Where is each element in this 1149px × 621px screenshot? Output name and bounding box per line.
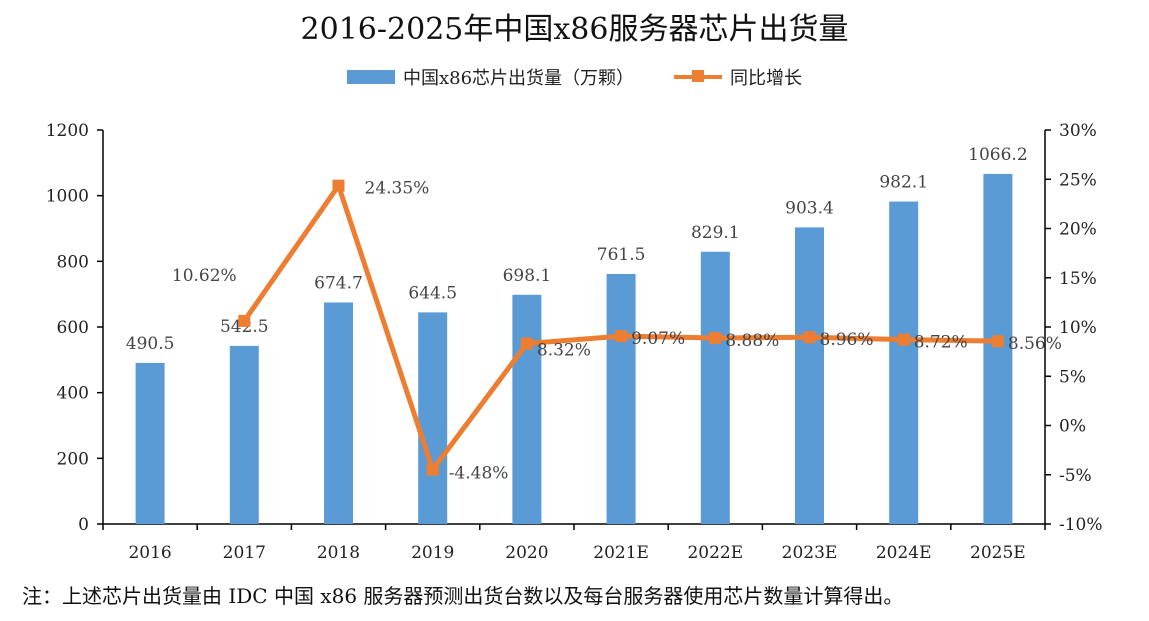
x-axis-tick-label: 2018	[317, 543, 360, 563]
left-axis-tick-label: 1000	[46, 187, 89, 207]
growth-data-label: 24.35%	[365, 179, 430, 199]
x-axis-tick-label: 2019	[411, 543, 454, 563]
growth-data-label: 8.56%	[1008, 334, 1062, 354]
x-axis-tick-label: 2021E	[593, 543, 649, 563]
x-axis-tick-label: 2025E	[970, 543, 1026, 563]
bar-data-label: 1066.2	[968, 145, 1027, 165]
bar-data-label: 761.5	[597, 245, 646, 265]
right-axis-tick-label: 30%	[1059, 121, 1097, 141]
left-axis-tick-label: 400	[57, 384, 89, 404]
growth-data-label: 8.72%	[914, 333, 968, 353]
chart-legend: 中国x86芯片出货量（万颗） 同比增长	[0, 64, 1149, 90]
chart-title: 2016-2025年中国x86服务器芯片出货量	[300, 12, 849, 47]
left-axis-tick-label: 800	[57, 252, 89, 272]
left-axis-tick-label: 1200	[46, 121, 89, 141]
growth-point-marker	[991, 335, 1004, 348]
growth-data-label: 9.07%	[631, 329, 685, 349]
growth-point-marker	[803, 331, 816, 344]
legend-item-growth: 同比增长	[674, 64, 802, 90]
bar-data-label: 644.5	[408, 283, 457, 303]
x-axis-tick-label: 2017	[223, 543, 266, 563]
bar-data-label: 490.5	[126, 334, 175, 354]
growth-point-marker	[332, 179, 345, 192]
bar	[889, 201, 919, 525]
right-axis-tick-label: -10%	[1059, 515, 1103, 535]
growth-point-marker	[897, 333, 910, 346]
bar	[229, 345, 259, 524]
right-axis-tick-label: 20%	[1059, 220, 1097, 240]
growth-point-marker	[520, 337, 533, 350]
bar	[418, 312, 448, 524]
growth-data-label: 8.32%	[537, 341, 591, 361]
bar	[795, 227, 824, 524]
legend-item-shipments: 中国x86芯片出货量（万颗）	[346, 64, 635, 90]
right-axis-tick-label: 25%	[1059, 170, 1097, 190]
x-axis-tick-label: 2024E	[876, 543, 932, 563]
growth-data-label: 8.96%	[820, 330, 874, 350]
growth-point-marker	[615, 330, 628, 343]
bar-data-label: 674.7	[314, 273, 363, 293]
left-axis-tick-label: 600	[57, 318, 89, 338]
legend-line-label: 同比增长	[730, 68, 803, 89]
growth-data-label: 10.62%	[172, 266, 237, 286]
bar	[700, 251, 730, 524]
x-axis-tick-label: 2016	[128, 543, 171, 563]
growth-data-label: -4.48%	[449, 464, 509, 484]
growth-point-marker	[709, 332, 722, 345]
x-axis-tick-label: 2022E	[687, 543, 743, 563]
growth-point-marker	[426, 463, 439, 476]
bar	[983, 173, 1013, 524]
bar	[135, 362, 165, 524]
right-axis-tick-label: 10%	[1059, 318, 1097, 338]
left-axis-tick-label: 200	[57, 449, 89, 469]
legend-bar-label: 中国x86芯片出货量（万颗）	[402, 68, 635, 89]
x-axis-tick-label: 2020	[505, 543, 548, 563]
left-axis-tick-label: 0	[78, 515, 89, 535]
bar-data-label: 903.4	[785, 198, 834, 218]
x-axis-tick-label: 2023E	[782, 543, 838, 563]
bar-data-label: 829.1	[691, 223, 740, 243]
footnote: 注：上述芯片出货量由 IDC 中国 x86 服务器预测出货台数以及每台服务器使用…	[22, 584, 904, 608]
legend-line-swatch	[674, 70, 723, 82]
right-axis-tick-label: 5%	[1059, 367, 1086, 387]
right-axis-tick-label: -5%	[1059, 466, 1092, 486]
right-axis-tick-label: 0%	[1059, 417, 1086, 437]
bar-data-label: 698.1	[503, 266, 552, 286]
legend-bar-swatch	[346, 70, 395, 84]
bar	[324, 302, 353, 524]
bar	[512, 294, 542, 524]
right-axis-tick-label: 15%	[1059, 269, 1097, 289]
growth-point-marker	[238, 314, 251, 327]
growth-data-label: 8.88%	[725, 331, 779, 351]
bar-data-label: 982.1	[879, 173, 928, 193]
bar	[606, 273, 636, 524]
